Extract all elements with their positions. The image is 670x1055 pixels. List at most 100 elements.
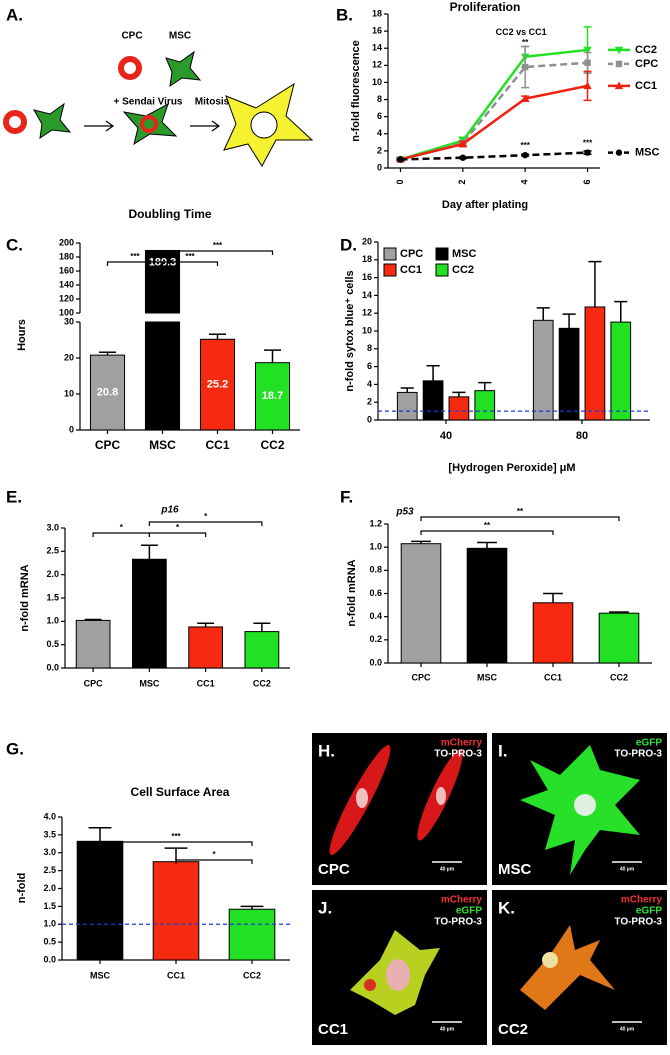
error-bar [536, 307, 550, 321]
scale-label: 40 µm [620, 1026, 635, 1032]
x-tick-label: CC1 [167, 970, 185, 980]
y-tick-label: 0.0 [369, 657, 382, 667]
y-tick-label: 10 [362, 325, 372, 335]
panel-label: H. [318, 741, 335, 760]
y-tick-label: 20 [64, 352, 74, 362]
x-tick-label: 0 [395, 179, 405, 184]
y-tick-label: 180 [59, 251, 74, 261]
x-tick-label: CC1 [205, 438, 229, 452]
y-tick-label: 18 [372, 8, 382, 18]
significance-bracket [175, 859, 253, 864]
bar [448, 396, 470, 421]
x-tick-label: CPC [95, 438, 121, 452]
nucleus [250, 111, 278, 139]
x-tick-label: MSC [90, 970, 111, 980]
cell-label: CPC [121, 31, 142, 42]
chart-title: Cell Surface Area [131, 785, 230, 799]
y-axis-label: n-fold mRNA [19, 564, 31, 631]
y-tick-label: 4.0 [43, 811, 56, 821]
error-bar [400, 387, 414, 393]
arrow [84, 120, 115, 132]
y-tick-label: 10 [64, 388, 74, 398]
bar [152, 861, 200, 961]
arrow [190, 120, 221, 132]
stain-label: eGFP [636, 738, 662, 749]
y-tick-label: 1.0 [43, 919, 56, 929]
y-tick-label: 8 [377, 94, 382, 104]
x-tick-label: 40 [440, 430, 452, 442]
error-bar [609, 611, 629, 614]
point [583, 46, 592, 55]
error-bar [88, 826, 112, 842]
step-label: Mitosis [195, 97, 230, 108]
fusion-icon [122, 102, 178, 146]
y-tick-label: 0.5 [46, 639, 59, 649]
error-bar [240, 905, 264, 910]
x-tick-label: CC2 [243, 970, 261, 980]
x-tick-label: MSC [139, 678, 160, 688]
series-line [400, 151, 588, 161]
y-tick-label: 18 [362, 254, 372, 264]
scale-label: 40 µm [620, 866, 635, 872]
panel-label: A. [6, 5, 23, 24]
y-tick-label: 12 [362, 308, 372, 318]
legend-swatch [383, 263, 397, 277]
significance-label: * [212, 850, 216, 859]
panel-labels: A. B. C. D. E. F. G. [6, 5, 357, 758]
y-tick-label: 10 [372, 77, 382, 87]
legend-label: CC2 [635, 44, 657, 56]
msc-icon [32, 102, 72, 140]
significance-label: *** [185, 252, 195, 261]
diagram: CPC MSC + Sendai Virus Mitosis [3, 31, 314, 167]
scale-label: 40 µm [440, 866, 455, 872]
y-axis-label: Hours [16, 319, 28, 351]
y-tick-label: 120 [59, 293, 74, 303]
bar [144, 249, 181, 314]
bar [558, 327, 580, 421]
panel-label: E. [6, 487, 22, 506]
annotation: CC2 vs CC1 [496, 27, 547, 37]
x-tick-label: 2 [457, 179, 467, 184]
panel-label: I. [498, 741, 507, 760]
bar [422, 380, 444, 421]
bar [610, 321, 632, 421]
point [584, 59, 591, 66]
nucleus [542, 952, 558, 968]
y-axis-label: n-fold [16, 873, 28, 904]
y-tick-label: 12 [372, 60, 382, 70]
bar [584, 306, 606, 421]
stain-label: mCherry [621, 895, 663, 906]
significance-bracket [161, 261, 219, 266]
significance-bracket [148, 532, 207, 537]
significance-label: * [176, 523, 180, 532]
point [521, 151, 529, 159]
y-tick-label: 4 [367, 379, 372, 389]
legend-label: MSC [635, 147, 660, 159]
y-tick-label: 1.2 [369, 518, 382, 528]
bar [466, 547, 508, 664]
significance-bracket [99, 841, 253, 846]
value-label: 20.8 [97, 386, 118, 398]
bar [474, 390, 496, 421]
y-tick-label: 6 [367, 361, 372, 371]
bar [188, 626, 223, 669]
error-bar [588, 260, 602, 307]
x-tick-label: CC2 [610, 672, 628, 682]
bar [532, 602, 574, 664]
error-bar [426, 364, 440, 381]
y-tick-label: 1.5 [43, 901, 56, 911]
point [584, 149, 591, 156]
point [520, 94, 530, 102]
bar [598, 612, 640, 664]
stain-label: TO-PRO-3 [434, 917, 482, 928]
scale-label: 40 µm [440, 1026, 455, 1032]
step-label: + Sendai Virus [113, 97, 182, 108]
stain-label: TO-PRO-3 [434, 749, 482, 760]
legend-label: MSC [452, 248, 477, 260]
significance-bracket [420, 530, 554, 535]
annotation: *** [583, 138, 593, 147]
panel-label: G. [6, 739, 24, 758]
y-tick-label: 2 [367, 397, 372, 407]
error-bar [208, 333, 227, 340]
